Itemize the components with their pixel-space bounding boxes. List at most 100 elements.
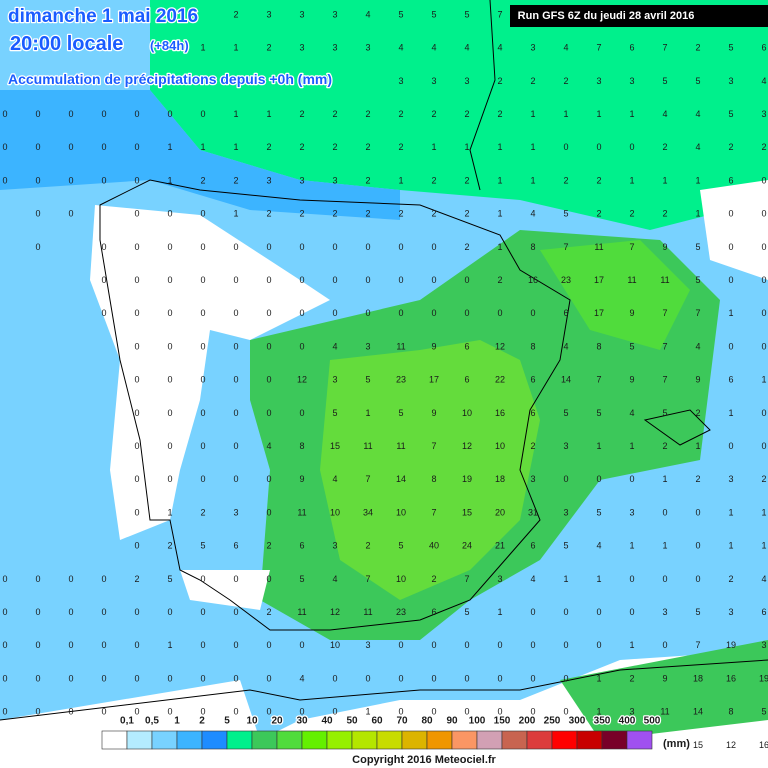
grid-value: 0 bbox=[200, 209, 205, 219]
grid-value: 0 bbox=[497, 673, 502, 683]
grid-value: 17 bbox=[594, 275, 604, 285]
legend-swatch bbox=[426, 730, 453, 750]
grid-value: 0 bbox=[398, 308, 403, 318]
grid-value: 2 bbox=[365, 109, 370, 119]
grid-value: 0 bbox=[233, 308, 238, 318]
grid-value: 0 bbox=[728, 209, 733, 219]
legend-swatch bbox=[326, 730, 353, 750]
grid-value: 0 bbox=[101, 175, 106, 185]
grid-value: 10 bbox=[396, 574, 406, 584]
grid-value: 0 bbox=[530, 707, 535, 717]
grid-value: 1 bbox=[530, 142, 535, 152]
grid-value: 0 bbox=[68, 209, 73, 219]
grid-value: 0 bbox=[167, 242, 172, 252]
legend-label: 150 bbox=[494, 716, 511, 727]
grid-value: 19 bbox=[462, 474, 472, 484]
grid-value: 0 bbox=[134, 707, 139, 717]
grid-value: 18 bbox=[693, 673, 703, 683]
legend-label: 5 bbox=[224, 716, 230, 727]
grid-value: 5 bbox=[695, 275, 700, 285]
grid-value: 0 bbox=[200, 375, 205, 385]
grid-value: 2 bbox=[464, 242, 469, 252]
grid-value: 0 bbox=[761, 408, 766, 418]
grid-value: 2 bbox=[266, 607, 271, 617]
grid-value: 0 bbox=[134, 175, 139, 185]
grid-value: 10 bbox=[495, 441, 505, 451]
grid-value: 1 bbox=[563, 109, 568, 119]
grid-value: 2 bbox=[398, 109, 403, 119]
legend-label: 350 bbox=[594, 716, 611, 727]
rain-area bbox=[150, 0, 768, 230]
grid-value: 1 bbox=[266, 109, 271, 119]
grid-value: 1 bbox=[695, 209, 700, 219]
grid-value: 0 bbox=[299, 341, 304, 351]
grid-value: 6 bbox=[299, 541, 304, 551]
grid-value: 3 bbox=[728, 76, 733, 86]
grid-value: 1 bbox=[200, 142, 205, 152]
grid-value: 0 bbox=[2, 607, 7, 617]
grid-value: 1 bbox=[167, 507, 172, 517]
grid-value: 0 bbox=[134, 308, 139, 318]
grid-value: 1 bbox=[662, 541, 667, 551]
legend-label: 30 bbox=[296, 716, 308, 727]
run-label: Run GFS 6Z du jeudi 28 avril 2016 bbox=[518, 10, 695, 22]
grid-value: 0 bbox=[134, 275, 139, 285]
grid-value: 0 bbox=[233, 640, 238, 650]
grid-value: 0 bbox=[299, 707, 304, 717]
legend-label: 300 bbox=[569, 716, 586, 727]
grid-value: 0 bbox=[299, 408, 304, 418]
grid-value: 1 bbox=[662, 175, 667, 185]
legend-label: 200 bbox=[519, 716, 536, 727]
legend-unit: (mm) bbox=[663, 738, 690, 750]
grid-value: 2 bbox=[497, 76, 502, 86]
grid-value: 1 bbox=[398, 175, 403, 185]
grid-value: 7 bbox=[431, 507, 436, 517]
grid-value: 4 bbox=[695, 341, 700, 351]
grid-value: 4 bbox=[662, 109, 667, 119]
grid-value: 24 bbox=[462, 541, 472, 551]
grid-value: 17 bbox=[594, 308, 604, 318]
grid-value: 10 bbox=[462, 408, 472, 418]
grid-value: 0 bbox=[266, 507, 271, 517]
grid-value: 6 bbox=[563, 308, 568, 318]
grid-value: 2 bbox=[464, 175, 469, 185]
grid-value: 2 bbox=[134, 574, 139, 584]
grid-value: 1 bbox=[167, 175, 172, 185]
grid-value: 2 bbox=[629, 673, 634, 683]
grid-value: 0 bbox=[365, 673, 370, 683]
grid-value: 0 bbox=[398, 242, 403, 252]
grid-value: 3 bbox=[233, 507, 238, 517]
grid-value: 16 bbox=[528, 275, 538, 285]
legend-swatch bbox=[251, 730, 278, 750]
grid-value: 0 bbox=[68, 640, 73, 650]
grid-value: 11 bbox=[396, 441, 405, 451]
legend-swatch bbox=[101, 730, 128, 750]
grid-value: 9 bbox=[695, 375, 700, 385]
legend-swatch bbox=[401, 730, 428, 750]
grid-value: 2 bbox=[299, 142, 304, 152]
grid-value: 2 bbox=[662, 441, 667, 451]
grid-value: 11 bbox=[363, 441, 372, 451]
grid-value: 6 bbox=[464, 375, 469, 385]
grid-value: 0 bbox=[266, 707, 271, 717]
grid-value: 0 bbox=[728, 441, 733, 451]
grid-value: 5 bbox=[728, 109, 733, 119]
grid-value: 3 bbox=[596, 76, 601, 86]
legend-label: 20 bbox=[271, 716, 283, 727]
grid-value: 4 bbox=[629, 408, 634, 418]
coastline bbox=[0, 659, 768, 721]
grid-value: 0 bbox=[134, 541, 139, 551]
grid-value: 6 bbox=[530, 408, 535, 418]
grid-value: 1 bbox=[233, 109, 238, 119]
grid-value: 8 bbox=[299, 441, 304, 451]
grid-value: 12 bbox=[297, 375, 307, 385]
grid-value: 1 bbox=[695, 175, 700, 185]
grid-value: 40 bbox=[429, 541, 439, 551]
legend-swatch bbox=[501, 730, 528, 750]
grid-value: 2 bbox=[233, 9, 238, 19]
legend-swatch bbox=[201, 730, 228, 750]
grid-value: 0 bbox=[200, 408, 205, 418]
grid-value: 9 bbox=[629, 308, 634, 318]
grid-value: 0 bbox=[2, 574, 7, 584]
title: dimanche 1 mai 2016 bbox=[8, 6, 198, 27]
